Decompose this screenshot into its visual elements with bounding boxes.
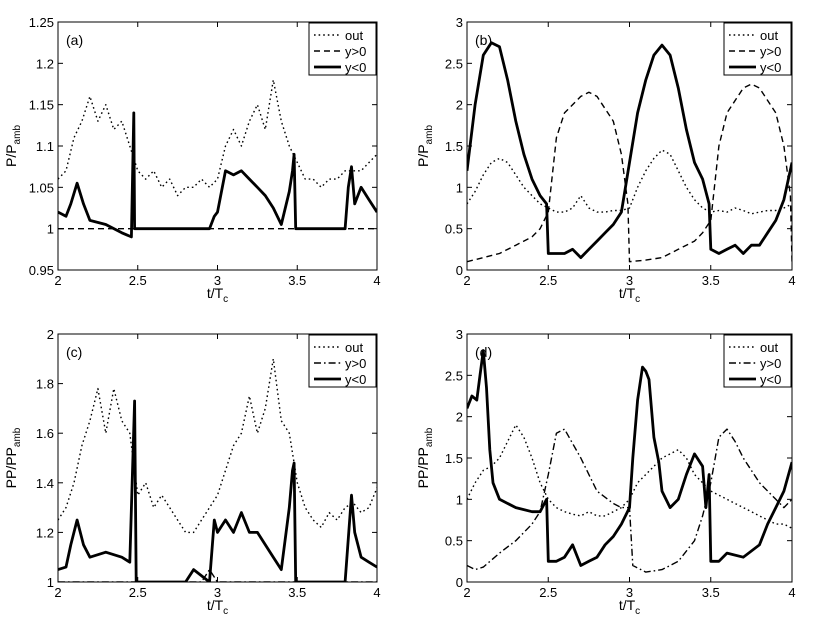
y-tick-label: 1.2 (36, 56, 54, 71)
series-ygt0-line (467, 83, 792, 263)
legend-label: y<0 (345, 372, 366, 387)
y-tick-label: 1 (456, 180, 463, 195)
y-tick-label: 1.5 (445, 139, 463, 154)
y-tick-label: 1.8 (36, 377, 54, 392)
y-tick-label: 1 (47, 222, 54, 237)
x-axis-label: t/Tc (619, 285, 640, 305)
series-ylt0-line (58, 111, 377, 239)
x-tick-label: 4 (373, 273, 380, 288)
x-tick-label: 2.5 (129, 273, 147, 288)
series-ylt0-line (467, 349, 792, 567)
x-tick-label: 3.5 (702, 273, 720, 288)
series-out-line (467, 424, 792, 529)
y-axis-label: PP/PPamb (3, 427, 23, 488)
x-tick-label: 2.5 (539, 273, 557, 288)
y-tick-label: 2.5 (445, 56, 463, 71)
legend-label: out (760, 28, 778, 43)
y-tick-label: 1 (456, 492, 463, 507)
y-tick-label: 1.4 (36, 476, 54, 491)
legend-label: y>0 (760, 356, 781, 371)
legend-label: y<0 (760, 372, 781, 387)
x-tick-label: 3 (626, 273, 633, 288)
y-tick-label: 2 (456, 98, 463, 113)
y-tick-label: 2.5 (445, 368, 463, 383)
y-tick-label: 0.5 (445, 222, 463, 237)
x-axis-label: t/Tc (207, 597, 228, 617)
series-out-line (467, 149, 792, 215)
x-tick-label: 3.5 (702, 585, 720, 600)
x-tick-label: 2.5 (539, 585, 557, 600)
x-tick-label: 3 (214, 273, 221, 288)
x-axis-label: t/Tc (207, 285, 228, 305)
panel-label: (a) (66, 32, 83, 48)
y-tick-label: 1.1 (36, 139, 54, 154)
panel-label: (d) (475, 344, 492, 360)
legend-label: y>0 (760, 44, 781, 59)
x-tick-label: 3.5 (288, 585, 306, 600)
legend-label: y<0 (760, 60, 781, 75)
y-tick-label: 1 (47, 575, 54, 590)
y-axis-label: PP/PPamb (415, 427, 435, 488)
panel-label: (b) (475, 32, 492, 48)
panel-label: (c) (66, 344, 82, 360)
x-tick-label: 2 (54, 585, 61, 600)
chart-panel-1: 2 2.5 3 3.5 4 0.95 1 1.05 1.1 1.15 1.2 1.25 t/Tc P/Pa… (3, 15, 381, 305)
x-tick-label: 2 (463, 585, 470, 600)
x-tick-label: 4 (788, 273, 795, 288)
y-tick-label: 3 (456, 15, 463, 30)
x-axis-label: t/Tc (619, 597, 640, 617)
legend-label: out (760, 340, 778, 355)
y-axis-label: P/Pamb (3, 125, 23, 167)
y-tick-label: 0.95 (29, 263, 54, 278)
legend-label: out (345, 340, 363, 355)
y-tick-label: 1.6 (36, 426, 54, 441)
x-tick-label: 2 (54, 273, 61, 288)
x-tick-label: 4 (788, 585, 795, 600)
x-tick-label: 3 (626, 585, 633, 600)
x-tick-label: 2.5 (129, 585, 147, 600)
series-out-line (58, 79, 377, 197)
chart-panel-2: 2 2.5 3 3.5 400.511.522.53t/TcP/Pamb(b) outy>… (415, 15, 796, 305)
y-tick-label: 1.05 (29, 180, 54, 195)
legend-label: y>0 (345, 44, 366, 59)
y-tick-label: 3 (456, 327, 463, 342)
series-ylt0-line (467, 41, 792, 260)
y-tick-label: 1.5 (445, 451, 463, 466)
x-tick-label: 3.5 (288, 273, 306, 288)
x-tick-label: 3 (214, 585, 221, 600)
series-ygt0-line (467, 428, 792, 573)
y-tick-label: 0.5 (445, 534, 463, 549)
chart-panel-3: 2 2.5 3 3.5 4 1 1.2 1.4 1.6 1.8 2 t/Tc PP/PPamb (c) ou… (3, 327, 381, 617)
y-tick-label: 1.2 (36, 525, 54, 540)
y-tick-label: 0 (456, 575, 463, 590)
x-tick-label: 2 (463, 273, 470, 288)
legend-label: y<0 (345, 60, 366, 75)
y-axis-label: P/Pamb (415, 125, 435, 167)
series-ylt0-line (58, 399, 377, 582)
legend-label: y>0 (345, 356, 366, 371)
legend-label: out (345, 28, 363, 43)
y-tick-label: 1.15 (29, 98, 54, 113)
y-tick-label: 2 (456, 410, 463, 425)
y-tick-label: 1.25 (29, 15, 54, 30)
y-tick-label: 0 (456, 263, 463, 278)
y-tick-label: 2 (47, 327, 54, 342)
x-tick-label: 4 (373, 585, 380, 600)
